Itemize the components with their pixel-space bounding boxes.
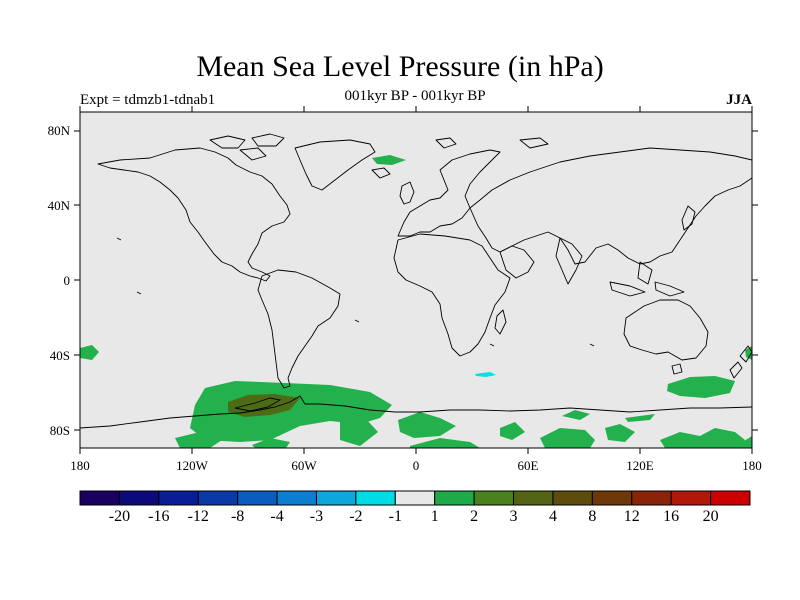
lon-label-60e: 60E: [517, 458, 539, 473]
axis-ticks: [74, 106, 758, 454]
colorbar-swatch: [591, 490, 633, 506]
lon-label-120w: 120W: [176, 458, 208, 473]
season-label: JJA: [726, 92, 752, 108]
colorbar-swatch: [355, 490, 396, 506]
lon-label-180w: 180: [70, 458, 90, 473]
colorbar-label: -20: [108, 508, 131, 525]
colorbar-swatch: [434, 490, 475, 506]
colorbar-swatch: [158, 490, 199, 506]
colorbar-swatch: [118, 490, 160, 506]
lat-label-40n: 40N: [47, 198, 70, 213]
experiment-label: Expt = tdmzb1-tdnab1: [80, 92, 216, 108]
lon-label-60w: 60W: [291, 458, 317, 473]
lat-label-80s: 80S: [49, 423, 70, 438]
colorbar-label: -16: [148, 508, 170, 525]
colorbar-swatch: [79, 490, 120, 506]
colorbar-swatch: [237, 490, 278, 506]
colorbar-label: 12: [623, 508, 640, 525]
colorbar-label: -8: [230, 508, 245, 525]
colorbar-swatch: [276, 490, 317, 506]
colorbar-label: 2: [470, 508, 479, 525]
colorbar-swatch: [552, 490, 593, 506]
anomaly-field: [80, 133, 752, 448]
colorbar-swatch: [513, 490, 554, 506]
lat-label-80n: 80N: [47, 123, 70, 138]
colorbar-label: 8: [588, 508, 597, 525]
coastlines: [97, 133, 752, 389]
colorbar-swatch: [197, 490, 239, 506]
colorbar-label: -1: [388, 508, 402, 525]
lon-label-0: 0: [412, 458, 420, 473]
lon-label-180e: 180: [742, 458, 762, 473]
colorbar-label: -4: [270, 508, 284, 525]
plot-title: Mean Sea Level Pressure (in hPa): [196, 50, 604, 83]
period-label: 001kyr BP - 001kyr BP: [344, 88, 486, 104]
colorbar-swatch: [394, 490, 436, 506]
colorbar: [79, 490, 751, 506]
lon-label-120e: 120E: [626, 458, 654, 473]
colorbar-label: 3: [509, 508, 518, 525]
lat-label-40s: 40S: [49, 348, 70, 363]
lat-label-0: 0: [63, 273, 71, 288]
map-background: [80, 112, 752, 448]
colorbar-label: -2: [349, 508, 363, 525]
colorbar-swatch: [315, 490, 357, 506]
colorbar-label: -12: [187, 508, 209, 525]
colorbar-swatch: [710, 490, 751, 506]
colorbar-label: 16: [663, 508, 680, 525]
colorbar-label: 20: [702, 508, 719, 525]
colorbar-swatch: [631, 490, 672, 506]
colorbar-label: -3: [309, 508, 324, 525]
colorbar-swatch: [473, 490, 515, 506]
colorbar-swatch: [670, 490, 712, 506]
colorbar-label: 1: [430, 508, 439, 525]
colorbar-label: 4: [548, 508, 557, 525]
